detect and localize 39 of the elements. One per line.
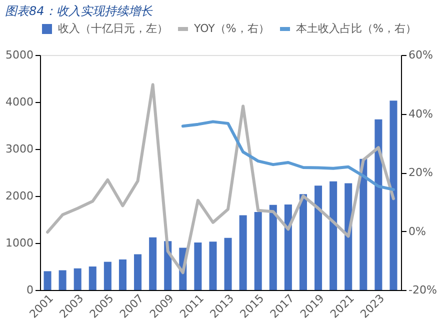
bar [44, 271, 52, 290]
bar [284, 204, 292, 290]
bar [134, 254, 142, 290]
bar [74, 268, 82, 290]
bar [194, 242, 202, 290]
bar [344, 183, 352, 290]
bar [239, 215, 247, 290]
y2-tick-label: -20% [408, 284, 437, 296]
y2-tick-label: 40% [408, 107, 433, 120]
bar [118, 259, 126, 290]
bar [104, 262, 112, 290]
bar [88, 266, 96, 290]
y2-tick-label: 0% [408, 224, 426, 238]
bar [149, 237, 157, 290]
y-tick-label: 4000 [6, 96, 34, 108]
chart-title: 图表84：收入实现持续增长 [5, 4, 154, 18]
bar [330, 181, 338, 290]
line-series [46, 83, 395, 274]
bar [269, 204, 277, 290]
y2-tick-label: 20% [408, 166, 433, 179]
bar [374, 119, 382, 290]
y-tick-label: 1000 [6, 236, 34, 250]
legend-label: 本土收入占比（%，右） [296, 22, 416, 35]
bar [224, 238, 232, 290]
line-series [181, 120, 395, 192]
legend-label: YOY（%，右） [193, 22, 270, 35]
y-tick-label: 0 [26, 284, 34, 296]
y-tick-label: 5000 [6, 48, 34, 62]
y2-tick-label: 60% [408, 48, 433, 62]
bar [254, 212, 262, 290]
bar [58, 270, 66, 290]
bar [390, 100, 398, 290]
legend-label: 收入（十亿日元，左） [58, 22, 168, 35]
bar [360, 158, 368, 290]
bar [299, 194, 307, 290]
y-tick-label: 2000 [6, 190, 34, 202]
bar [314, 186, 322, 290]
bar [209, 242, 217, 290]
y-tick-label: 3000 [6, 142, 34, 156]
